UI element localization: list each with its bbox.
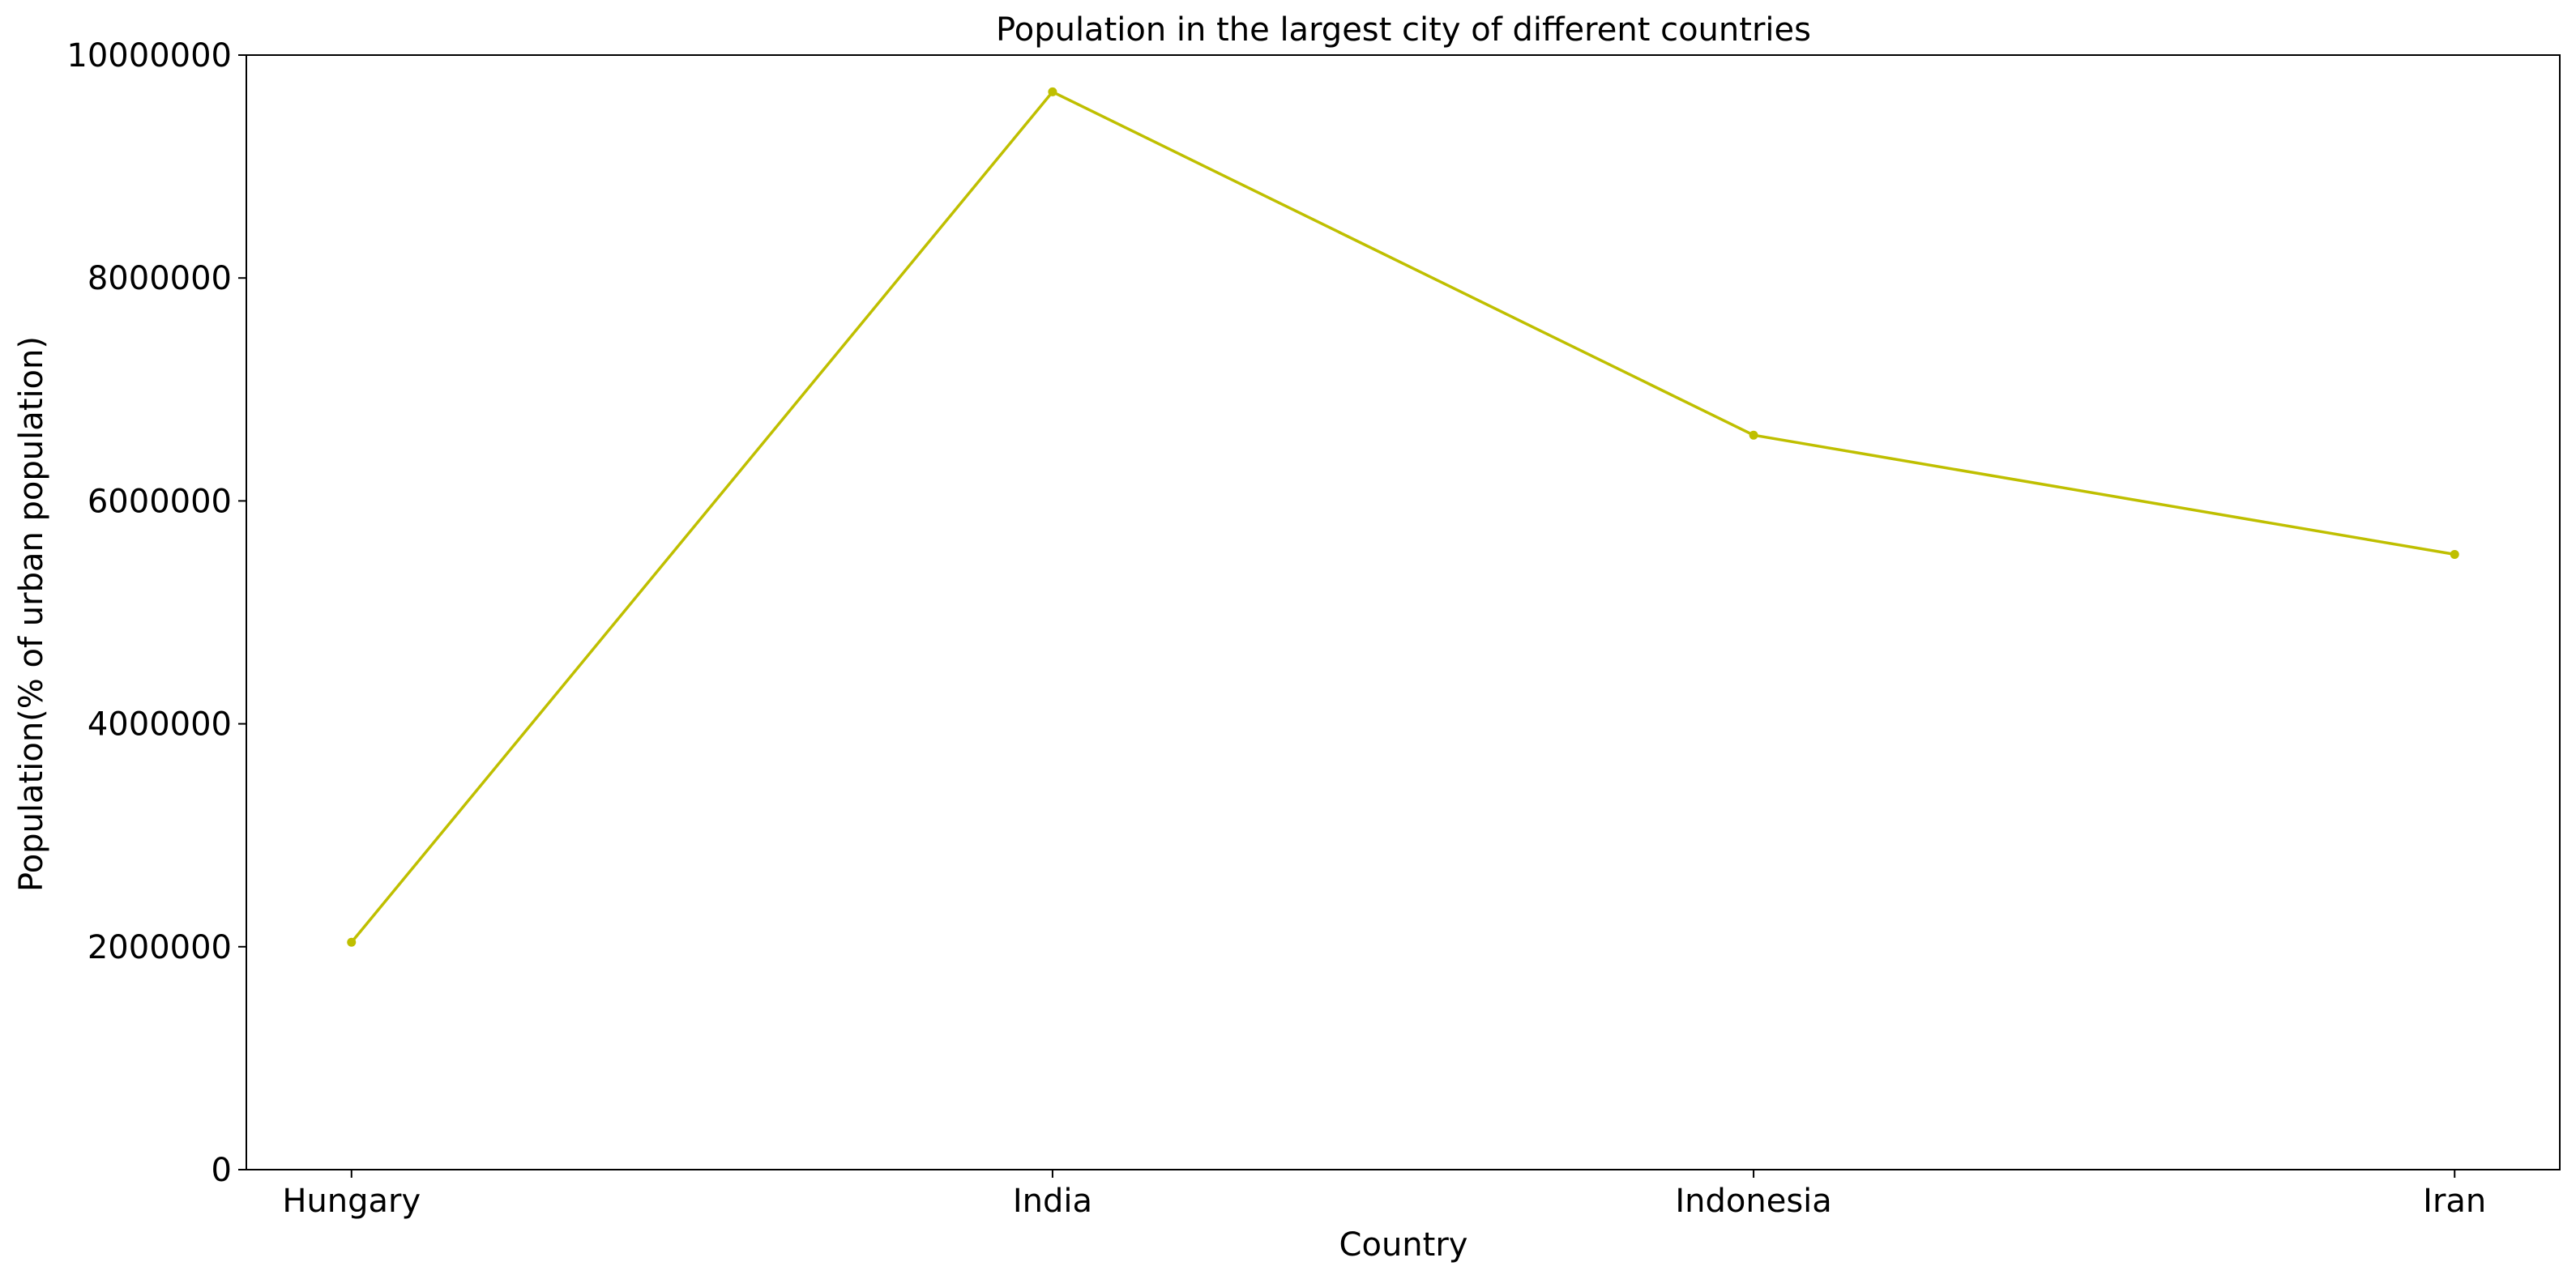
data-point — [1048, 87, 1057, 96]
data-point — [2450, 549, 2459, 559]
y-tick-label: 4000000 — [88, 706, 232, 744]
x-tick-label: Iran — [2423, 1183, 2486, 1220]
x-axis: Hungary India Indonesia Iran — [282, 1170, 2486, 1220]
y-axis: 0 2000000 4000000 6000000 8000000 10000000 — [66, 37, 246, 1189]
y-tick-label: 0 — [211, 1152, 232, 1189]
y-tick-label: 2000000 — [88, 929, 232, 966]
plot-frame — [246, 54, 2561, 1170]
series-line — [350, 90, 2455, 944]
plot-area — [246, 54, 2561, 1170]
y-axis-title: Population(% of urban population) — [13, 336, 50, 892]
x-tick-label: India — [1013, 1183, 1092, 1220]
y-tick-label: 8000000 — [88, 260, 232, 297]
x-axis-title: Country — [1339, 1226, 1468, 1264]
y-tick-label: 6000000 — [88, 483, 232, 520]
chart-title: Population in the largest city of differ… — [996, 11, 1811, 49]
x-tick-label: Indonesia — [1675, 1183, 1831, 1220]
data-point — [347, 937, 357, 947]
y-tick-label: 10000000 — [66, 37, 232, 75]
x-tick-label: Hungary — [282, 1183, 421, 1220]
data-point — [1749, 430, 1758, 440]
